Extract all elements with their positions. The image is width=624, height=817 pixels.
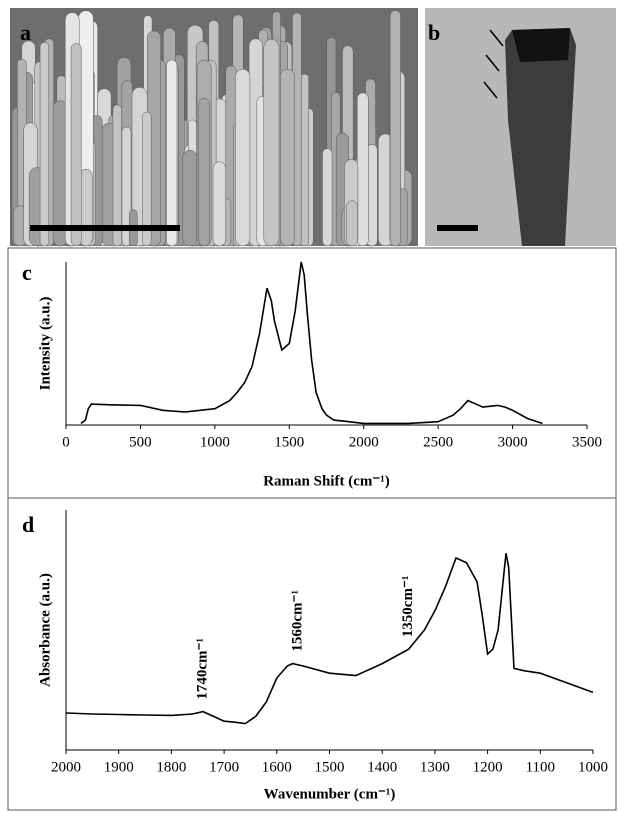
x-tick-label: 2000 xyxy=(349,434,379,450)
x-tick-label: 3000 xyxy=(498,434,528,450)
annotation: 1560cm⁻¹ xyxy=(289,590,305,652)
x-tick-label: 1200 xyxy=(473,759,503,775)
rod xyxy=(142,111,152,247)
rod xyxy=(346,200,358,247)
x-tick-label: 1100 xyxy=(526,759,555,775)
data-line xyxy=(80,261,543,425)
nanotube xyxy=(505,28,576,246)
x-tick-label: 1000 xyxy=(200,434,230,450)
rod xyxy=(79,168,93,247)
data-line xyxy=(65,553,594,725)
rod xyxy=(212,161,226,247)
x-axis-title: Wavenumber (cm⁻¹) xyxy=(264,786,396,802)
x-tick-label: 2500 xyxy=(423,434,453,450)
panel-frame xyxy=(7,497,617,811)
x-tick-label: 1400 xyxy=(367,759,397,775)
rod xyxy=(121,126,132,247)
x-tick-label: 0 xyxy=(62,434,70,450)
rod xyxy=(322,148,333,247)
x-tick-label: 1500 xyxy=(315,759,345,775)
x-tick-label: 1300 xyxy=(420,759,450,775)
rod xyxy=(198,97,211,247)
rod xyxy=(263,39,280,247)
arrows xyxy=(483,29,504,99)
annotation: 1350cm⁻¹ xyxy=(400,576,416,638)
nanotube-tip xyxy=(512,28,570,62)
x-tick-label: 1600 xyxy=(262,759,292,775)
x-axis-title: Raman Shift (cm⁻¹) xyxy=(263,473,390,489)
rod xyxy=(356,92,369,247)
x-tick-label: 2000 xyxy=(51,759,81,775)
panel-frame xyxy=(7,247,617,499)
panel-label: d xyxy=(22,512,34,537)
x-tick-label: 500 xyxy=(129,434,152,450)
x-tick-label: 1700 xyxy=(209,759,239,775)
panel-label: c xyxy=(22,260,32,285)
rod xyxy=(300,73,309,247)
x-tick-label: 1800 xyxy=(156,759,186,775)
rod xyxy=(182,149,198,247)
rod xyxy=(280,68,295,247)
x-tick-label: 1900 xyxy=(104,759,134,775)
rod xyxy=(166,59,178,247)
rod xyxy=(39,42,50,247)
y-axis-title: Absorbance (a.u.) xyxy=(37,573,53,687)
y-axis-title: Intensity (a.u.) xyxy=(37,297,53,391)
rod xyxy=(235,68,251,247)
rod xyxy=(70,43,82,247)
nanorods xyxy=(11,10,413,247)
panel-label: b xyxy=(428,20,440,45)
rod xyxy=(389,10,401,247)
x-tick-label: 3500 xyxy=(572,434,602,450)
panel-label: a xyxy=(20,20,31,45)
annotation: 1740cm⁻¹ xyxy=(194,638,210,700)
rod xyxy=(112,104,122,247)
x-tick-label: 1500 xyxy=(274,434,304,450)
x-tick-label: 1000 xyxy=(578,759,608,775)
